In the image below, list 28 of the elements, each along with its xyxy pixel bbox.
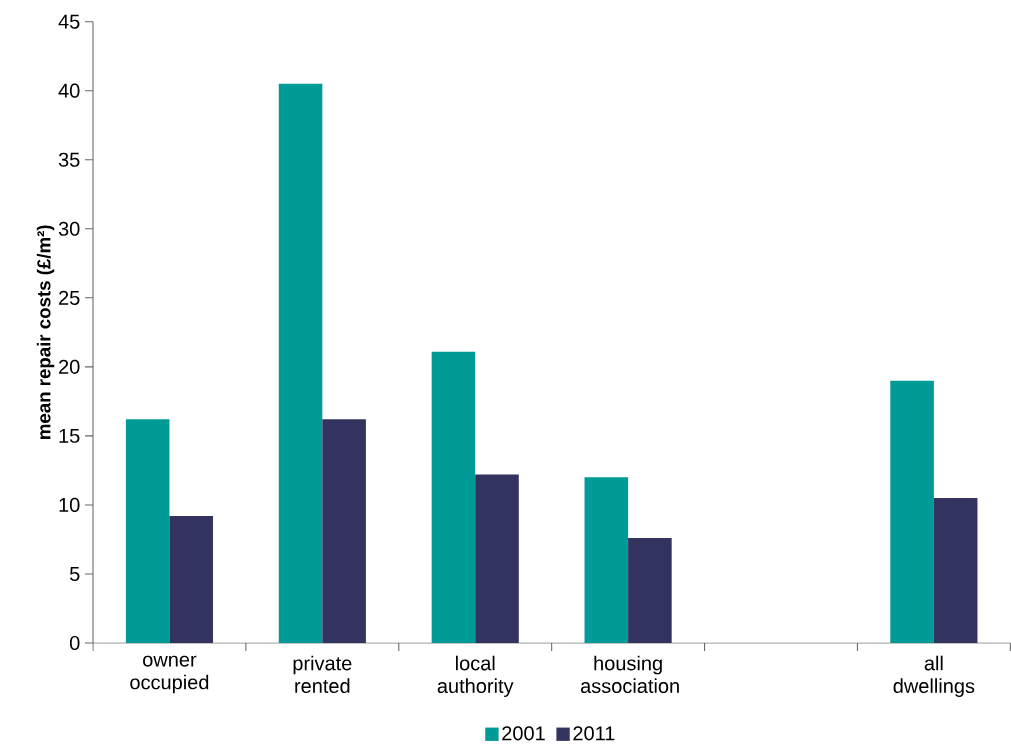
y-tick-label: 5: [69, 566, 80, 581]
x-tick-label: local authority: [437, 655, 514, 697]
y-tick-label: 30: [58, 221, 80, 236]
x-tick-label: all dwellings: [893, 655, 975, 697]
y-tick-label: 15: [59, 428, 80, 443]
x-tick-label: owner occupied: [130, 655, 209, 694]
y-tick-label: 40: [58, 83, 80, 98]
bar: [431, 351, 476, 643]
y-tick-label: 35: [58, 152, 80, 167]
y-tick-label: 10: [59, 497, 80, 512]
bar: [475, 474, 519, 643]
bar: [169, 515, 214, 643]
y-tick-label: 45: [58, 14, 80, 29]
y-tick-label: 20: [59, 359, 80, 374]
y-tick-label: 25: [59, 290, 80, 305]
bar: [278, 83, 323, 643]
legend-label: 2011: [573, 726, 615, 741]
bar: [933, 498, 978, 643]
x-tick-label: private rented: [293, 655, 352, 694]
bar: [322, 419, 366, 643]
bar: [125, 419, 170, 643]
y-axis-title: mean repair costs (£/m²): [36, 225, 55, 439]
y-tick-label: 0: [69, 635, 80, 651]
legend-label: 2001: [502, 726, 545, 741]
bar: [584, 477, 629, 643]
bar: [628, 538, 672, 643]
x-tick-label: housing association: [580, 655, 679, 694]
bar: [890, 380, 934, 643]
